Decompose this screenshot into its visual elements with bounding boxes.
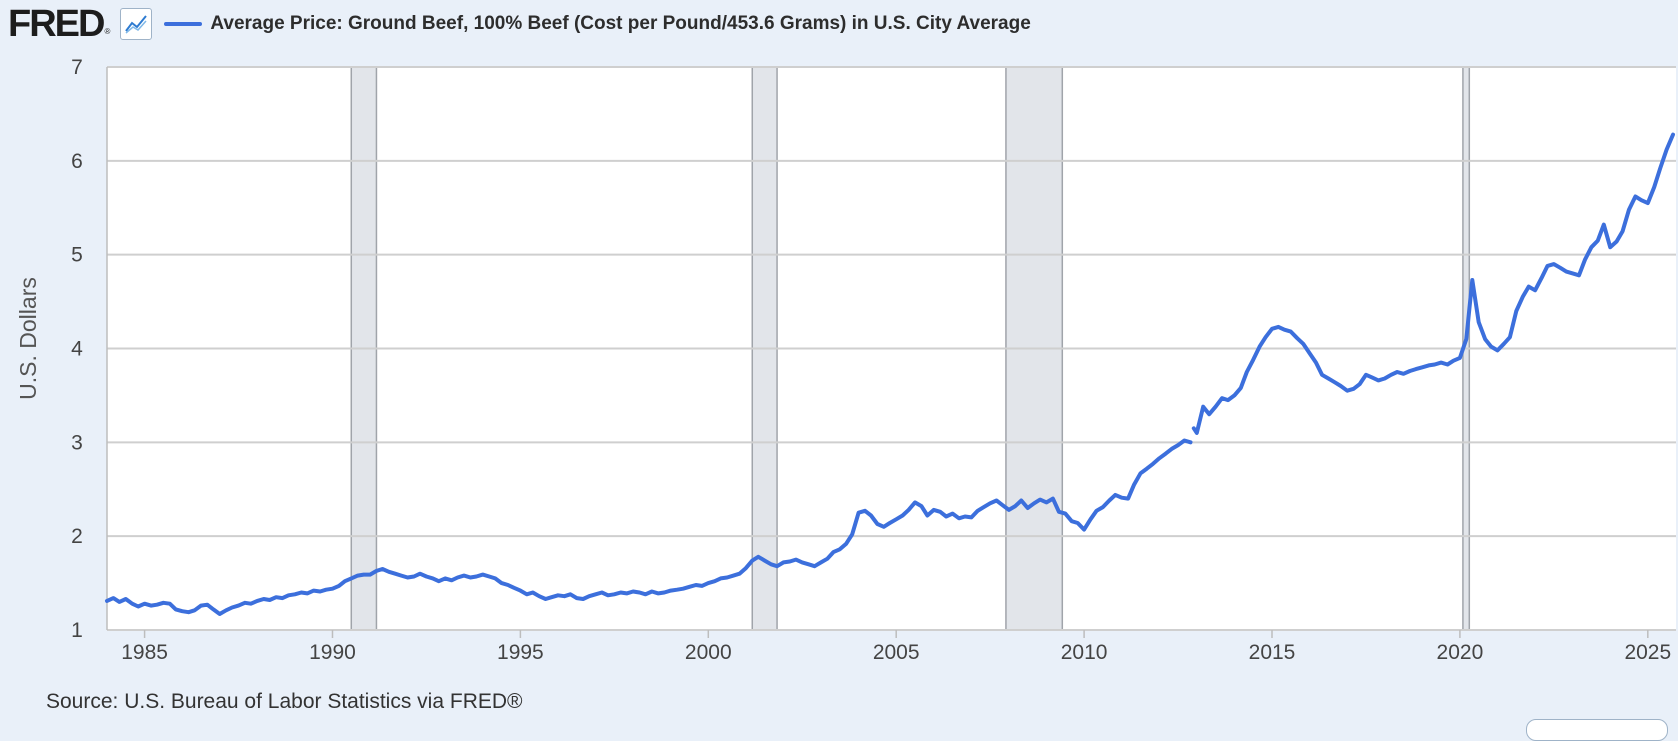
registered-mark: ® <box>104 27 111 36</box>
x-tick-label: 2015 <box>1249 641 1296 664</box>
x-tick-label: 2020 <box>1437 641 1484 664</box>
series-line <box>1191 132 1675 435</box>
y-tick-label: 5 <box>71 244 83 267</box>
y-tick-label: 7 <box>71 56 83 79</box>
chart-header: FRED ® Average Price: Ground Beef, 100% … <box>8 4 1031 44</box>
x-tick-label: 1990 <box>309 641 356 664</box>
series-line <box>105 438 1193 616</box>
gridlines <box>107 66 1676 631</box>
x-tick-label: 2010 <box>1061 641 1108 664</box>
y-axis-title: U.S. Dollars <box>15 277 41 400</box>
legend-series-name[interactable]: Average Price: Ground Beef, 100% Beef (C… <box>210 13 1031 34</box>
line-chart-icon[interactable] <box>120 8 153 40</box>
source-note: Source: U.S. Bureau of Labor Statistics … <box>46 690 523 713</box>
x-tick-label: 2000 <box>685 641 732 664</box>
x-tick-label: 2005 <box>873 641 920 664</box>
corner-control[interactable] <box>1526 719 1668 741</box>
x-tick-label: 2025 <box>1624 641 1671 664</box>
axes: 1 2 3 4 5 6 7 1985 1990 1995 2000 2005 2010 2015 2020 2… <box>71 56 1671 664</box>
y-tick-label: 3 <box>71 431 83 454</box>
y-tick-label: 1 <box>71 619 83 642</box>
series-lines <box>105 132 1675 616</box>
legend-swatch <box>164 22 203 26</box>
y-tick-label: 4 <box>71 338 83 361</box>
y-tick-label: 6 <box>71 150 83 173</box>
y-tick-label: 2 <box>71 525 83 548</box>
fred-logo[interactable]: FRED <box>8 3 105 45</box>
x-tick-label: 1995 <box>497 641 544 664</box>
x-tick-label: 1985 <box>121 641 168 664</box>
